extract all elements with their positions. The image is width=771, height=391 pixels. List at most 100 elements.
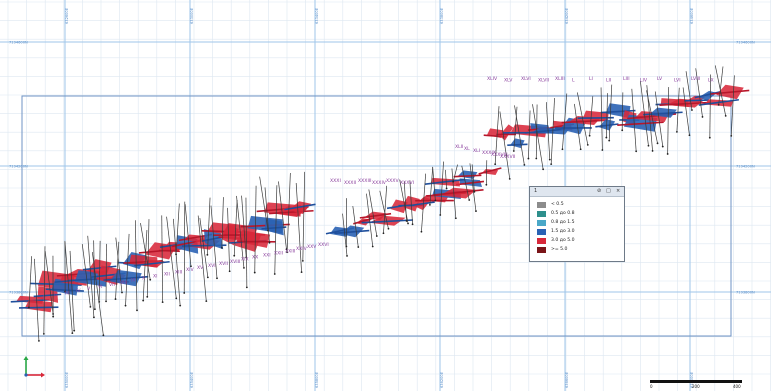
drillhole-end: [52, 315, 55, 318]
drillhole-end: [445, 187, 448, 190]
drillhole-end: [64, 290, 67, 293]
drillhole-end: [601, 149, 604, 151]
drillhole-end: [586, 143, 589, 146]
drillhole-end: [146, 295, 149, 298]
section-label: XXXI: [330, 178, 341, 184]
drillhole-trace: [452, 164, 458, 182]
section-label: XIX: [241, 257, 249, 263]
legend-panel[interactable]: 1 ⊘ □ × < 0.5 0.5 до 0.8 0.8 до 1.5 1.5 …: [529, 186, 625, 262]
drillhole-trace: [69, 250, 75, 331]
drillhole-trace: [550, 97, 555, 165]
section-label: LX: [708, 78, 714, 84]
drillhole-trace: [44, 251, 54, 314]
scale-label-0: 0: [650, 384, 653, 389]
drillhole-trace: [730, 75, 735, 136]
drillhole-end: [114, 298, 117, 300]
drillhole-trace: [166, 216, 177, 299]
drillhole-end: [387, 227, 390, 230]
legend-title: 1: [534, 188, 538, 194]
drillhole-end: [38, 339, 40, 342]
section-label: VI: [98, 284, 103, 290]
ore-body-contour: [684, 99, 709, 102]
drillhole-end: [588, 134, 591, 137]
drillhole-trace: [342, 213, 348, 256]
section-label: XXI: [263, 253, 271, 259]
legend-item-label: 3.0 до 5.0: [551, 238, 575, 243]
section-label: XV: [197, 265, 204, 271]
ore-body-polygon: [242, 231, 271, 248]
drillhole-trace: [646, 85, 653, 151]
ore-body-polygon: [457, 170, 478, 179]
section-label: XLVI: [521, 76, 531, 82]
legend-pin-button[interactable]: ⊘: [597, 188, 602, 194]
drillhole-trace: [43, 246, 46, 334]
drillhole-end: [579, 148, 582, 151]
legend-close-button[interactable]: ×: [616, 188, 621, 194]
drillhole-end: [28, 306, 30, 309]
drillhole-trace: [718, 66, 724, 105]
drillhole-trace: [264, 187, 270, 243]
drillhole-trace: [134, 220, 138, 311]
drillhole-end: [475, 210, 477, 212]
drillhole-end: [102, 334, 105, 337]
section-label: LIII: [623, 76, 630, 82]
drillhole-end: [428, 203, 431, 206]
legend-restore-button[interactable]: □: [606, 188, 611, 194]
drillhole-end: [621, 129, 624, 132]
scale-label-200: 200: [692, 384, 700, 389]
ore-body-polygon: [582, 110, 609, 122]
drillhole-end: [371, 245, 374, 248]
drillhole-end: [124, 304, 127, 307]
drillhole-trace: [445, 169, 447, 189]
drillhole-trace: [81, 243, 91, 307]
drillhole-end: [161, 301, 164, 304]
drillhole-trace: [278, 181, 287, 250]
drillhole-end: [273, 273, 276, 275]
drillhole-end: [71, 332, 74, 335]
drillhole-end: [561, 148, 564, 151]
section-label: XLIII: [555, 76, 565, 82]
drillhole-end: [357, 246, 360, 248]
drillhole-end: [608, 139, 611, 142]
drillhole-trace: [366, 193, 374, 247]
legend-title-bar[interactable]: 1 ⊘ □ ×: [530, 187, 624, 197]
drillhole-trace: [600, 87, 603, 151]
drillhole-trace: [115, 237, 123, 293]
easting-label: 635400E: [190, 371, 194, 388]
drillhole-end: [286, 251, 289, 254]
drillhole-trace: [471, 164, 475, 192]
ore-body-polygon: [401, 195, 420, 212]
drillhole-end: [206, 276, 209, 279]
drillhole-trace: [469, 163, 477, 212]
drillhole-trace: [676, 87, 680, 132]
drillhole-end: [300, 271, 303, 274]
section-labels: XLIV XLV XLVI XLVII XLIII L LI LII LIII LIV LV LVI L…: [43, 76, 714, 301]
drillhole-trace: [562, 93, 568, 150]
drillhole-trace: [535, 104, 538, 159]
drillhole-end: [375, 235, 378, 237]
drillhole-end: [656, 142, 659, 145]
section-label: XXVI: [318, 242, 329, 248]
drillhole-end: [243, 266, 245, 269]
section-label: XXIII: [285, 248, 295, 254]
drillhole-trace: [461, 165, 470, 201]
section-label: LVIII: [691, 76, 700, 82]
ore-body-contour: [359, 212, 392, 219]
drillhole-trace: [499, 111, 511, 179]
ore-body-contour: [334, 229, 370, 235]
section-label: VII: [109, 282, 115, 288]
legend-swatch: [537, 228, 546, 235]
drillhole-trace: [175, 203, 180, 255]
drillhole-end: [688, 134, 691, 137]
drillhole-end: [724, 114, 727, 117]
drillhole-end: [105, 300, 107, 303]
northing-label: 7194600N: [9, 40, 28, 44]
legend-item: 0.8 до 1.5: [537, 219, 575, 226]
drillhole-end: [42, 332, 45, 335]
section-label: XXXII: [344, 180, 356, 186]
legend-swatch: [537, 201, 546, 208]
section-label: III: [65, 290, 69, 296]
section-label: LV: [657, 76, 663, 82]
